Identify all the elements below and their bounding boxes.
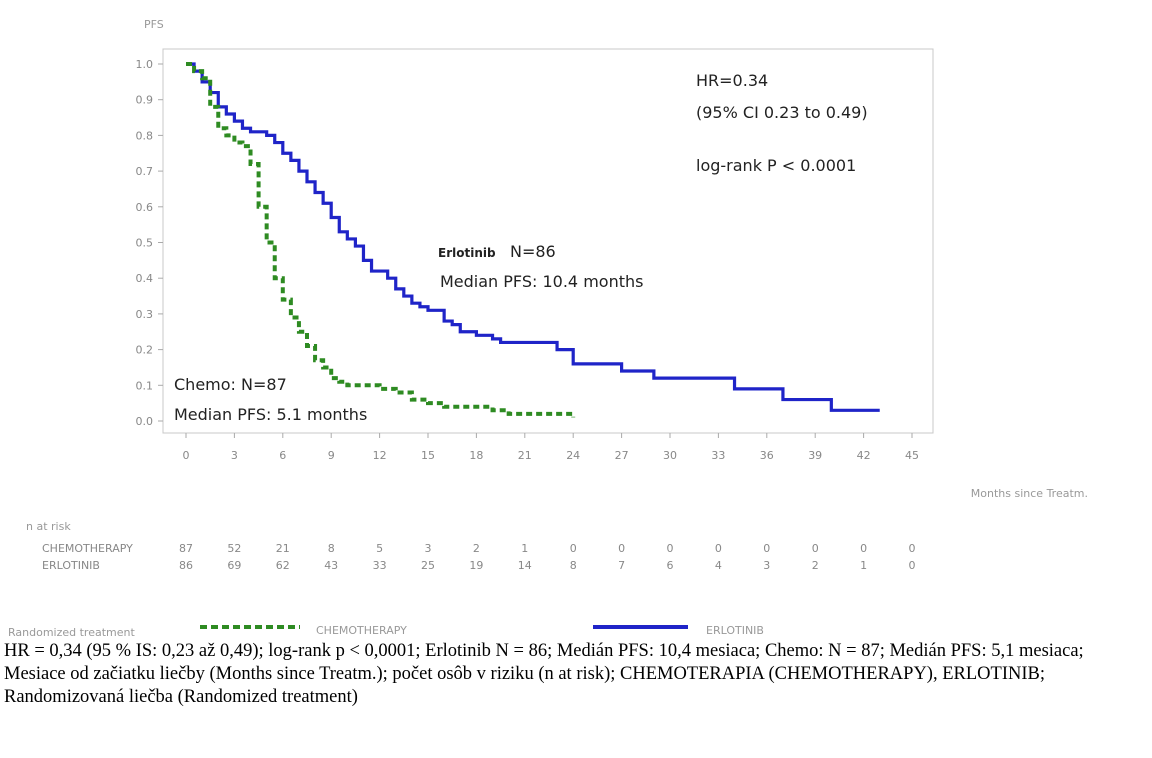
y-tick-label: 1.0 — [136, 58, 154, 71]
risk-value: 0 — [570, 542, 577, 555]
erlotinib-name-label: Erlotinib — [438, 246, 496, 260]
y-tick-label: 0.1 — [136, 379, 154, 392]
x-tick-label: 9 — [328, 449, 335, 462]
x-tick-label: 36 — [760, 449, 774, 462]
y-tick-label: 0.6 — [136, 201, 154, 214]
x-tick-label: 24 — [566, 449, 580, 462]
risk-value: 5 — [376, 542, 383, 555]
x-tick-label: 42 — [857, 449, 871, 462]
risk-value: 0 — [667, 542, 674, 555]
chemo-median-label: Median PFS: 5.1 months — [174, 405, 367, 424]
risk-value: 2 — [473, 542, 480, 555]
x-tick-label: 39 — [808, 449, 822, 462]
y-tick-label: 0.7 — [136, 165, 154, 178]
x-tick-label: 18 — [469, 449, 483, 462]
series-line-chemotherapy — [186, 62, 576, 418]
x-tick-label: 27 — [615, 449, 629, 462]
risk-value: 0 — [860, 542, 867, 555]
risk-table-values: 87 52 21 8 5 3 2 1 0 0 0 0 0 0 0 086 69 62 43 33 25 19 14 8 7 6 4 3… — [179, 542, 916, 572]
erlotinib-median-label: Median PFS: 10.4 months — [440, 272, 643, 291]
series-line-erlotinib — [186, 62, 880, 412]
risk-value: 4 — [715, 559, 722, 572]
risk-value: 86 — [179, 559, 193, 572]
risk-value: 0 — [909, 542, 916, 555]
legend-erlotinib-label: ERLOTINIB — [706, 624, 764, 637]
y-tick-label: 0.4 — [136, 272, 154, 285]
risk-row-label-chemo: CHEMOTHERAPY — [42, 542, 133, 555]
y-tick-label: 0.3 — [136, 308, 154, 321]
x-tick-label: 30 — [663, 449, 677, 462]
risk-value: 0 — [618, 542, 625, 555]
risk-value: 8 — [328, 542, 335, 555]
risk-value: 0 — [715, 542, 722, 555]
y-axis-ticks: 0.0 0.1 0.2 0.3 0.4 0.5 0.6 0.7 0.8 0.9 1.0 — [136, 58, 163, 428]
risk-value: 6 — [667, 559, 674, 572]
ci-annotation: (95% CI 0.23 to 0.49) — [696, 103, 868, 122]
x-tick-label: 0 — [183, 449, 190, 462]
x-tick-label: 33 — [711, 449, 725, 462]
y-tick-label: 0.2 — [136, 344, 154, 357]
risk-value: 19 — [469, 559, 483, 572]
risk-value: 14 — [518, 559, 532, 572]
risk-value: 69 — [227, 559, 241, 572]
risk-value: 1 — [521, 542, 528, 555]
risk-value: 52 — [227, 542, 241, 555]
plot-frame — [162, 48, 934, 434]
x-tick-label: 12 — [373, 449, 387, 462]
x-axis-ticks: 0 3 6 9 12 15 18 21 24 27 30 33 36 39 42 45 — [183, 433, 919, 462]
x-tick-label: 21 — [518, 449, 532, 462]
y-tick-label: 0.5 — [136, 237, 154, 250]
x-tick-label: 3 — [231, 449, 238, 462]
risk-value: 87 — [179, 542, 193, 555]
risk-value: 1 — [860, 559, 867, 572]
y-tick-label: 0.8 — [136, 129, 154, 142]
risk-value: 21 — [276, 542, 290, 555]
chemo-n-label: Chemo: N=87 — [174, 375, 287, 394]
y-tick-label: 0.0 — [136, 415, 154, 428]
risk-value: 0 — [763, 542, 770, 555]
figure-caption: HR = 0,34 (95 % IS: 0,23 až 0,49); log-r… — [4, 641, 1084, 707]
x-axis-label: Months since Treatm. — [971, 487, 1088, 500]
erlotinib-n-label: N=86 — [510, 242, 556, 261]
risk-value: 0 — [909, 559, 916, 572]
risk-value: 8 — [570, 559, 577, 572]
x-tick-label: 15 — [421, 449, 435, 462]
risk-value: 2 — [812, 559, 819, 572]
risk-value: 3 — [763, 559, 770, 572]
risk-row-label-erlotinib: ERLOTINIB — [42, 559, 100, 572]
risk-value: 7 — [618, 559, 625, 572]
survival-curves — [186, 62, 880, 418]
logrank-annotation: log-rank P < 0.0001 — [696, 156, 856, 175]
hr-annotation: HR=0.34 — [696, 71, 768, 90]
legend-title: Randomized treatment — [8, 626, 135, 639]
legend-chemo-label: CHEMOTHERAPY — [316, 624, 407, 637]
risk-value: 33 — [373, 559, 387, 572]
risk-value: 0 — [812, 542, 819, 555]
x-tick-label: 6 — [279, 449, 286, 462]
x-tick-label: 45 — [905, 449, 919, 462]
risk-table-title: n at risk — [26, 520, 71, 533]
risk-value: 43 — [324, 559, 338, 572]
risk-value: 3 — [425, 542, 432, 555]
y-axis-label: PFS — [144, 18, 164, 31]
km-chart: PFS 0.0 0.1 0.2 0.3 0.4 0.5 0.6 0.7 0.8 0.9 1.0 0 3… — [8, 18, 1088, 639]
risk-value: 25 — [421, 559, 435, 572]
risk-value: 62 — [276, 559, 290, 572]
y-tick-label: 0.9 — [136, 94, 154, 107]
